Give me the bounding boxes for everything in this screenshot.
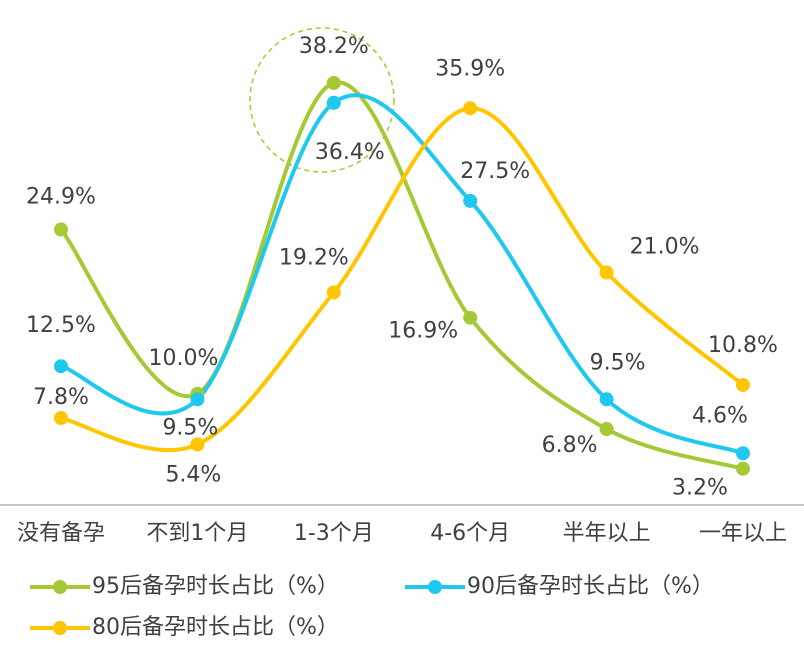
series-line bbox=[60, 93, 744, 456]
data-point bbox=[326, 95, 341, 110]
x-tick-label: 半年以上 bbox=[563, 521, 651, 546]
data-point bbox=[326, 75, 341, 90]
data-point bbox=[736, 461, 750, 476]
x-tick-label: 一年以上 bbox=[699, 521, 787, 546]
data-label: 7.8% bbox=[33, 385, 89, 410]
x-tick-label: 1-3个月 bbox=[294, 521, 374, 546]
data-point bbox=[463, 310, 478, 325]
data-point bbox=[54, 411, 68, 426]
data-label: 10.8% bbox=[708, 333, 778, 358]
highlight-circle bbox=[249, 27, 395, 173]
data-label: 10.0% bbox=[148, 346, 218, 371]
data-label: 9.5% bbox=[162, 415, 218, 440]
data-label: 21.0% bbox=[630, 235, 700, 260]
legend-marker bbox=[428, 580, 442, 594]
x-tick-label: 不到1个月 bbox=[146, 521, 248, 546]
data-label: 5.4% bbox=[165, 462, 221, 487]
data-label: 16.9% bbox=[388, 319, 458, 344]
data-point bbox=[599, 265, 614, 280]
data-label: 4.6% bbox=[692, 403, 748, 428]
data-label: 24.9% bbox=[26, 185, 96, 210]
data-label: 27.5% bbox=[460, 159, 530, 184]
data-point bbox=[190, 392, 205, 407]
legend-marker bbox=[53, 580, 67, 594]
series-line bbox=[60, 106, 745, 453]
series-line bbox=[59, 80, 744, 471]
data-point bbox=[54, 222, 68, 237]
data-label: 19.2% bbox=[279, 245, 349, 270]
data-label: 35.9% bbox=[435, 56, 505, 81]
data-label: 6.8% bbox=[542, 433, 598, 458]
x-tick-label: 4-6个月 bbox=[430, 521, 510, 546]
data-point bbox=[190, 437, 205, 452]
legend-label: 90后备孕时长占比（%） bbox=[467, 574, 714, 599]
legend-label: 95后备孕时长占比（%） bbox=[92, 574, 339, 599]
data-label: 3.2% bbox=[672, 476, 728, 501]
data-label: 9.5% bbox=[590, 350, 646, 375]
data-label: 36.4% bbox=[315, 140, 385, 165]
data-point bbox=[463, 101, 478, 116]
data-point bbox=[736, 446, 750, 461]
data-label: 12.5% bbox=[26, 313, 96, 338]
data-point bbox=[599, 392, 614, 407]
data-point bbox=[599, 422, 614, 437]
data-point bbox=[54, 359, 68, 374]
data-label: 38.2% bbox=[299, 34, 369, 59]
data-point bbox=[736, 377, 750, 392]
x-tick-label: 没有备孕 bbox=[17, 521, 105, 546]
data-point bbox=[463, 193, 478, 208]
data-point bbox=[326, 285, 341, 300]
legend-label: 80后备孕时长占比（%） bbox=[92, 615, 339, 640]
legend-marker bbox=[53, 621, 67, 635]
